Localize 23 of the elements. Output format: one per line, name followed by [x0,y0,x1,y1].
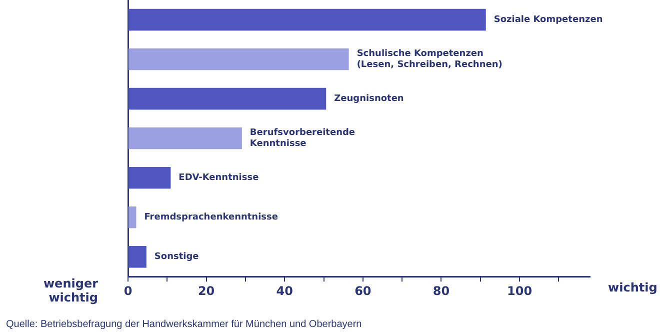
text: wichtig [608,280,658,295]
bar [128,48,349,70]
bar [128,246,146,268]
bar [128,206,136,228]
x-tick-label: 80 [432,284,450,298]
x-tick-label: 100 [506,284,532,298]
x-tick-label: 20 [198,284,215,298]
y-tick-label: Berufsvorbereitende Kenntnisse [250,128,356,150]
x-tick-label: 0 [124,284,132,298]
y-tick-label: Soziale Kompetenzen [494,15,603,26]
bar [128,166,171,189]
y-tick-label: Fremdsprachenkenntnisse [144,212,278,223]
x-tick-label: 40 [276,284,293,298]
y-tick-label: Sonstige [154,252,199,262]
x-tick-label: 60 [354,284,372,298]
y-tick-label: EDV-Kenntnisse [178,173,259,184]
bar [128,8,486,31]
bar [128,127,242,150]
text: weniger wichtig [43,276,98,305]
y-tick-label: Zeugnisnoten [334,94,404,104]
y-tick-label: Schulische Kompetenzen (Lesen, Schreiben, Rechnen) [356,49,502,70]
bar [128,88,326,110]
source-note: Quelle: Betriebsbefragung der Handwerkskammer für München und Oberbayern [6,318,362,330]
